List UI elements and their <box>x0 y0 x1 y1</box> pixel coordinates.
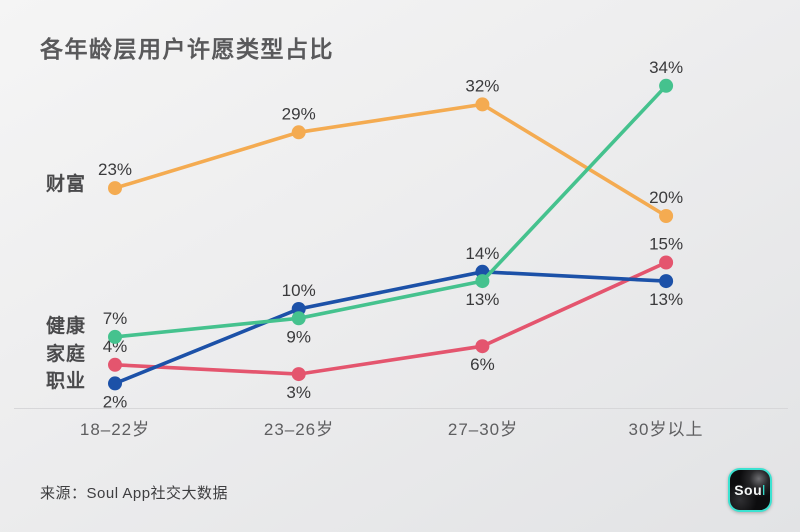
value-label-健康-2: 13% <box>465 290 499 309</box>
series-label-wealth: 财富 <box>46 174 87 195</box>
value-label-家庭-1: 3% <box>286 383 311 402</box>
value-label-职业-3: 13% <box>649 290 683 309</box>
data-point-职业-3 <box>659 274 674 289</box>
series-line-财富 <box>114 102 668 218</box>
data-point-财富-1 <box>291 125 306 140</box>
data-point-健康-2 <box>475 274 490 289</box>
data-point-家庭-0 <box>108 357 122 372</box>
series-label-health: 健康 <box>46 316 87 337</box>
x-axis-line <box>14 408 788 409</box>
series-label-career: 职业 <box>46 371 87 392</box>
data-point-家庭-2 <box>475 339 490 354</box>
x-axis-label-18-22: 18–22岁 <box>79 420 151 439</box>
value-label-财富-2: 32% <box>465 76 499 95</box>
x-axis-label-27-30: 27–30岁 <box>447 420 519 439</box>
data-point-职业-0 <box>108 376 122 391</box>
soul-app-logo: Soul <box>728 468 772 512</box>
value-label-家庭-0: 4% <box>103 337 128 356</box>
chart-title: 各年龄层用户许愿类型占比 <box>40 36 334 62</box>
series-label-family: 家庭 <box>46 344 87 365</box>
data-point-家庭-3 <box>659 255 674 270</box>
data-point-健康-3 <box>659 78 674 93</box>
value-label-家庭-3: 15% <box>649 235 683 254</box>
value-label-家庭-2: 6% <box>470 355 495 374</box>
value-label-健康-0: 7% <box>103 309 128 328</box>
value-label-职业-2: 14% <box>465 244 499 263</box>
value-label-职业-1: 10% <box>282 281 316 300</box>
data-point-健康-0 <box>108 329 122 344</box>
series-line-家庭 <box>114 260 667 376</box>
data-point-家庭-1 <box>291 367 306 382</box>
value-label-职业-0: 2% <box>103 392 128 411</box>
series-line-职业 <box>114 269 667 386</box>
series-line-健康 <box>114 84 668 339</box>
data-point-财富-2 <box>475 97 490 112</box>
x-axis-label-30plus: 30岁以上 <box>628 420 704 439</box>
value-label-健康-1: 9% <box>286 327 311 346</box>
data-point-财富-3 <box>659 209 674 223</box>
value-label-财富-3: 20% <box>649 188 683 207</box>
value-label-财富-1: 29% <box>282 104 316 123</box>
data-source-caption: 来源：Soul App社交大数据 <box>40 485 229 502</box>
value-label-财富-0: 23% <box>98 160 132 179</box>
value-label-健康-3: 34% <box>649 58 683 77</box>
x-axis-label-23-26: 23–26岁 <box>263 420 335 439</box>
data-point-健康-1 <box>291 311 306 326</box>
soul-logo-wordmark: Soul <box>734 482 766 498</box>
data-point-财富-0 <box>108 181 122 196</box>
